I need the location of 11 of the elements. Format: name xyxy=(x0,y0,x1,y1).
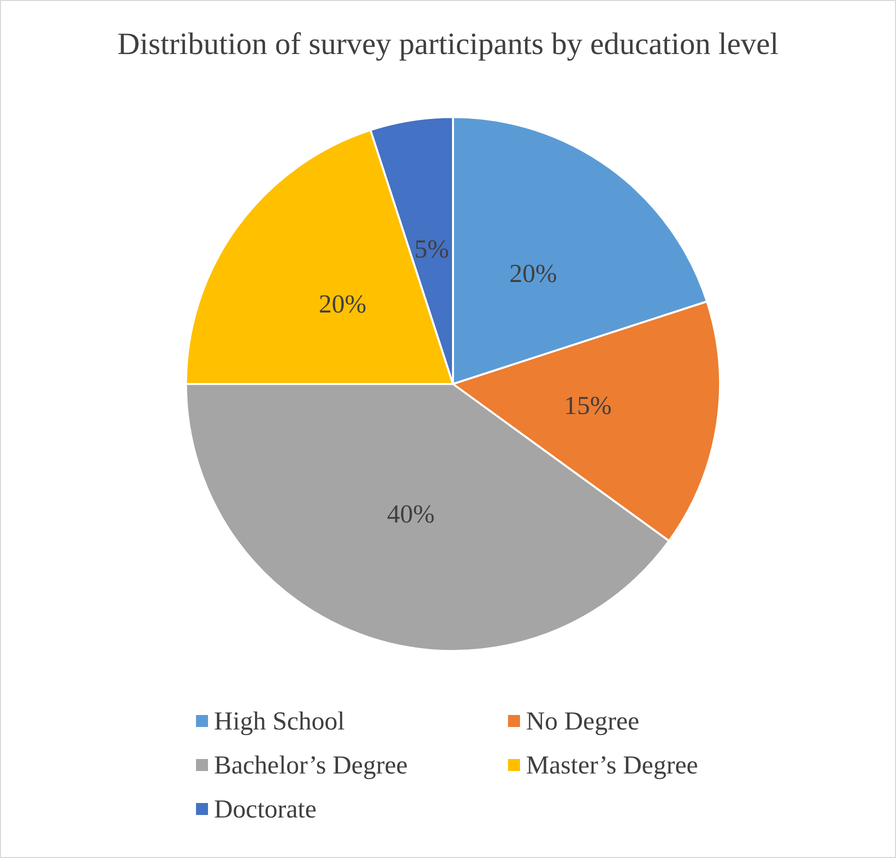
data-label: 20% xyxy=(509,259,558,288)
legend-label: No Degree xyxy=(526,706,640,736)
legend-label: Bachelor’s Degree xyxy=(214,750,408,780)
data-label: 5% xyxy=(414,234,449,264)
data-label: 20% xyxy=(318,289,366,318)
chart-title: Distribution of survey participants by education level xyxy=(117,26,779,61)
data-label: 15% xyxy=(564,390,612,420)
legend-label: High School xyxy=(214,706,345,736)
legend-label: Master’s Degree xyxy=(526,750,698,780)
data-label: 40% xyxy=(386,499,435,528)
legend-label: Doctorate xyxy=(214,794,317,824)
